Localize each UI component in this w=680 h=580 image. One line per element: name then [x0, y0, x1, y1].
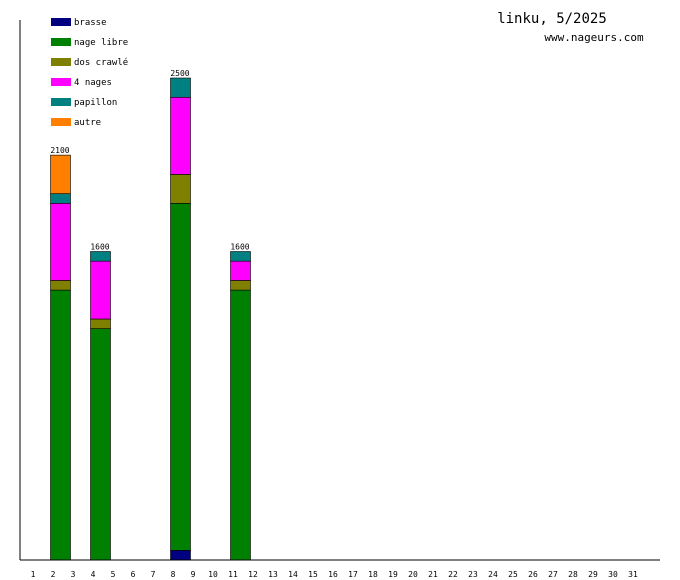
bars — [50, 77, 251, 561]
bar-segment-8-4 — [170, 77, 191, 98]
bar-segment-11-2 — [230, 280, 251, 291]
bar-segment-8-2 — [170, 174, 191, 204]
x-tick-2: 2 — [51, 570, 56, 579]
legend-label-2: dos crawlé — [74, 57, 128, 68]
x-tick-29: 29 — [588, 570, 598, 579]
legend-swatch-2 — [51, 58, 71, 66]
x-tick-15: 15 — [308, 570, 318, 579]
bar-totals: 2100 1600 2500 1600 — [50, 69, 249, 252]
x-tick-11: 11 — [228, 570, 238, 579]
bar-segment-2-3 — [50, 203, 71, 281]
x-tick-27: 27 — [548, 570, 558, 579]
x-tick-4: 4 — [91, 570, 96, 579]
x-tick-17: 17 — [348, 570, 358, 579]
x-tick-30: 30 — [608, 570, 618, 579]
bar-segment-2-4 — [50, 193, 71, 204]
x-tick-28: 28 — [568, 570, 578, 579]
legend-swatch-3 — [51, 78, 71, 86]
x-tick-19: 19 — [388, 570, 398, 579]
x-tick-10: 10 — [208, 570, 218, 579]
bar-segment-11-4 — [230, 251, 251, 262]
x-tick-5: 5 — [111, 570, 116, 579]
bar-total-4: 1600 — [90, 243, 109, 252]
x-tick-16: 16 — [328, 570, 338, 579]
bar-segment-11-3 — [230, 260, 251, 281]
bar-segment-8-1 — [170, 203, 191, 551]
x-tick-7: 7 — [151, 570, 156, 579]
x-tick-6: 6 — [131, 570, 136, 579]
bar-segment-4-4 — [90, 251, 111, 262]
chart-title: linku, 5/2025 — [497, 11, 607, 27]
legend: brasse nage libre dos crawlé 4 nages papillo… — [51, 18, 128, 128]
legend-label-3: 4 nages — [74, 78, 112, 88]
legend-swatch-5 — [51, 118, 71, 126]
x-tick-26: 26 — [528, 570, 538, 579]
x-tick-24: 24 — [488, 570, 498, 579]
x-tick-20: 20 — [408, 570, 418, 579]
bar-segment-8-3 — [170, 96, 191, 175]
x-tick-31: 31 — [628, 570, 638, 579]
legend-label-5: autre — [74, 118, 101, 128]
chart-subtitle: www.nageurs.com — [544, 31, 644, 44]
bar-segment-4-3 — [90, 260, 111, 320]
legend-label-0: brasse — [74, 18, 107, 28]
legend-label-4: papillon — [74, 98, 117, 108]
x-tick-18: 18 — [368, 570, 378, 579]
x-tick-13: 13 — [268, 570, 278, 579]
legend-label-1: nage libre — [74, 38, 128, 48]
x-tick-25: 25 — [508, 570, 518, 579]
x-tick-12: 12 — [248, 570, 258, 579]
x-tick-21: 21 — [428, 570, 438, 579]
x-tick-3: 3 — [71, 570, 76, 579]
x-tick-22: 22 — [448, 570, 458, 579]
bar-segment-2-1 — [50, 289, 71, 561]
bar-segment-8-0 — [170, 550, 191, 561]
x-tick-8: 8 — [171, 570, 176, 579]
bar-segment-2-2 — [50, 280, 71, 291]
legend-swatch-0 — [51, 18, 71, 26]
bar-segment-2-5 — [50, 154, 71, 194]
bar-total-8: 2500 — [170, 69, 189, 78]
x-tick-labels: 1 2 3 4 5 6 7 8 9 10 11 12 13 14 15 16 17 18 19 20 21 22 23 24 2… — [31, 570, 638, 579]
bar-segment-11-1 — [230, 289, 251, 561]
x-tick-9: 9 — [191, 570, 196, 579]
x-tick-14: 14 — [288, 570, 298, 579]
bar-total-11: 1600 — [230, 243, 249, 252]
x-tick-1: 1 — [31, 570, 36, 579]
legend-swatch-4 — [51, 98, 71, 106]
legend-swatch-1 — [51, 38, 71, 46]
bar-segment-4-2 — [90, 318, 111, 329]
bar-total-2: 2100 — [50, 146, 69, 155]
bar-segment-4-1 — [90, 328, 111, 561]
x-tick-23: 23 — [468, 570, 478, 579]
